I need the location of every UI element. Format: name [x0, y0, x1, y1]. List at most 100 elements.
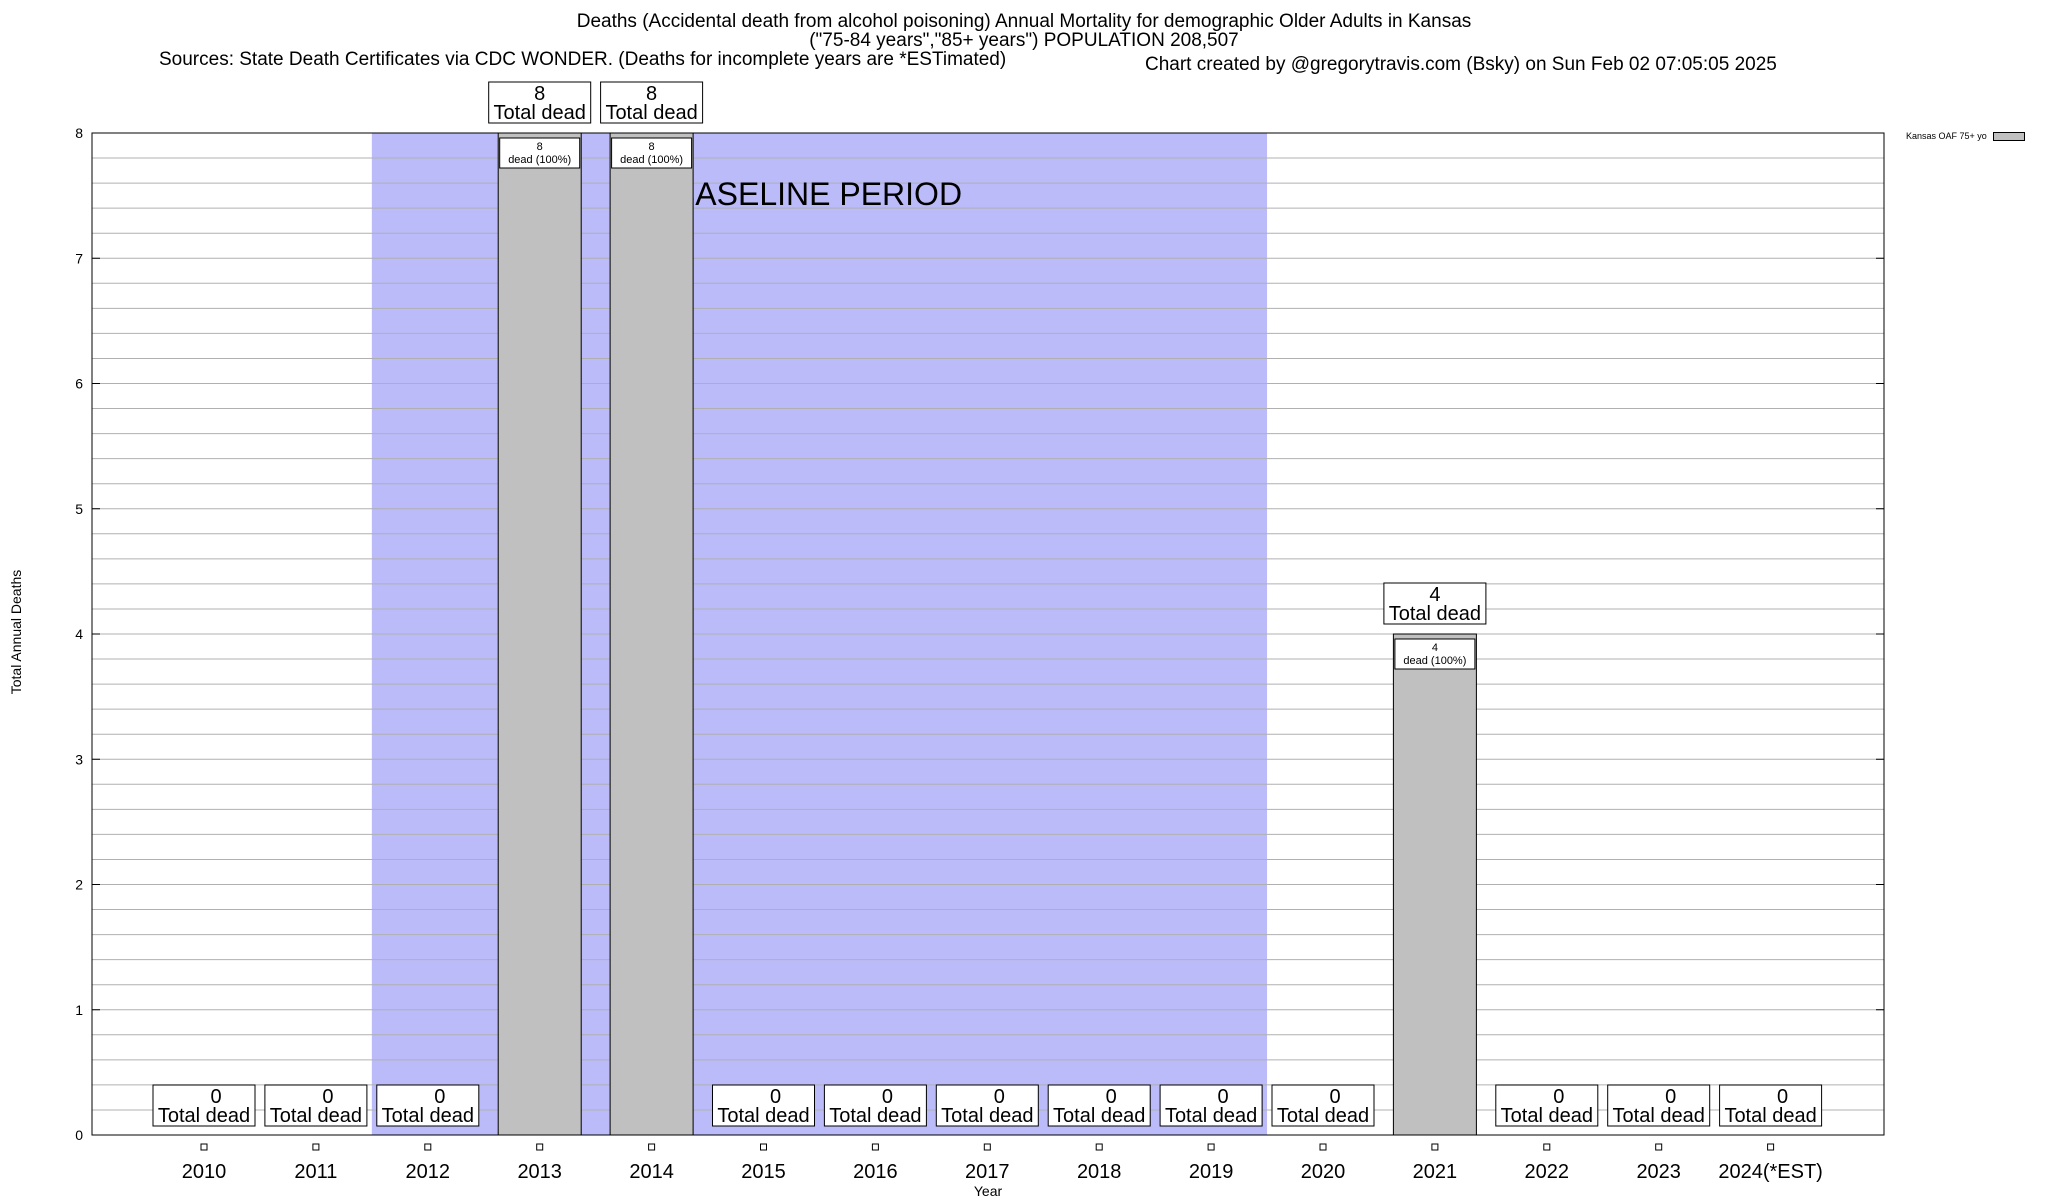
- total-value-label: 0: [994, 1086, 1005, 1108]
- total-label-box: [264, 1084, 368, 1127]
- legend-label: Kansas OAF 75+ yo: [1906, 131, 1987, 141]
- total-label-box: [1495, 1084, 1599, 1127]
- total-value-label: 0: [882, 1086, 893, 1108]
- total-dead-label: Total dead: [270, 1105, 362, 1127]
- total-value-label: 0: [434, 1086, 445, 1108]
- x-tick-marker: [1207, 1143, 1215, 1151]
- y-tick-label: 2: [75, 877, 83, 893]
- chart-title-block: Deaths (Accidental death from alcohol po…: [0, 12, 2048, 69]
- total-dead-label: Total dead: [158, 1105, 250, 1127]
- total-label-box: [600, 81, 704, 124]
- x-tick-label: 2010: [182, 1161, 227, 1183]
- y-tick-label: 0: [75, 1127, 83, 1143]
- y-tick-label: 3: [75, 751, 83, 767]
- x-tick-label: 2022: [1525, 1161, 1570, 1183]
- total-dead-label: Total dead: [382, 1105, 474, 1127]
- x-tick-marker: [312, 1143, 320, 1151]
- x-tick-marker: [1095, 1143, 1103, 1151]
- x-tick-label: 2014: [629, 1161, 674, 1183]
- total-label-box: [1607, 1084, 1711, 1127]
- total-value-label: 8: [646, 83, 657, 105]
- y-axis-label: Total Annual Deaths: [8, 569, 24, 695]
- bar-inner-label-box: [611, 137, 693, 169]
- total-value-label: 0: [1553, 1086, 1564, 1108]
- x-axis-label: Year: [973, 1183, 1003, 1199]
- x-tick-marker: [1767, 1143, 1775, 1151]
- x-tick-marker: [1543, 1143, 1551, 1151]
- legend: Kansas OAF 75+ yo: [1906, 131, 2025, 141]
- total-value-label: 0: [1106, 1086, 1117, 1108]
- total-dead-label: Total dead: [829, 1105, 921, 1127]
- total-dead-label: Total dead: [1165, 1105, 1257, 1127]
- x-tick-marker: [536, 1143, 544, 1151]
- x-tick-marker: [871, 1143, 879, 1151]
- y-tick-label: 1: [75, 1002, 83, 1018]
- chart-credit: Chart created by @gregorytravis.com (Bsk…: [1145, 54, 1777, 75]
- total-label-box: [823, 1084, 927, 1127]
- x-tick-marker: [648, 1143, 656, 1151]
- x-tick-label: 2011: [294, 1161, 337, 1183]
- bar-percent-label: dead (100%): [1403, 655, 1466, 667]
- total-label-box: [376, 1084, 480, 1127]
- total-dead-label: Total dead: [1613, 1105, 1705, 1127]
- x-tick-label: 2013: [517, 1161, 562, 1183]
- bar: [1392, 633, 1477, 1136]
- bar: [497, 132, 582, 1136]
- x-tick-label: 2012: [406, 1161, 451, 1183]
- total-label-box: [488, 81, 592, 124]
- total-dead-label: Total dead: [1389, 603, 1481, 625]
- x-tick-marker: [1655, 1143, 1663, 1151]
- x-tick-label: 2024(*EST): [1718, 1161, 1823, 1183]
- total-value-label: 0: [1218, 1086, 1229, 1108]
- total-value-label: 0: [322, 1086, 333, 1108]
- y-tick-label: 4: [75, 626, 83, 642]
- x-tick-label: 2020: [1301, 1161, 1346, 1183]
- total-dead-label: Total dead: [494, 102, 586, 124]
- total-label-box: [1719, 1084, 1823, 1127]
- x-tick-label: 2018: [1077, 1161, 1122, 1183]
- total-dead-label: Total dead: [1724, 1105, 1816, 1127]
- total-dead-label: Total dead: [941, 1105, 1033, 1127]
- x-tick-label: 2023: [1636, 1161, 1681, 1183]
- x-tick-marker: [983, 1143, 991, 1151]
- total-dead-label: Total dead: [1277, 1105, 1369, 1127]
- total-label-box: [1047, 1084, 1151, 1127]
- y-tick-label: 6: [75, 376, 83, 392]
- x-tick-marker: [424, 1143, 432, 1151]
- total-value-label: 0: [1777, 1086, 1788, 1108]
- total-value-label: 0: [1329, 1086, 1340, 1108]
- y-tick-label: 8: [75, 125, 83, 141]
- total-dead-label: Total dead: [1501, 1105, 1593, 1127]
- bar-inner-label-box: [1394, 638, 1476, 670]
- x-tick-marker: [760, 1143, 767, 1151]
- x-tick-marker: [200, 1143, 208, 1151]
- total-label-box: [152, 1084, 256, 1127]
- total-dead-label: Total dead: [1053, 1105, 1145, 1127]
- legend-swatch: [1992, 131, 2025, 141]
- bar-value-label: 4: [1432, 642, 1438, 654]
- y-tick-label: 5: [75, 501, 83, 517]
- total-value-label: 8: [534, 83, 545, 105]
- total-dead-label: Total dead: [717, 1105, 809, 1127]
- bar: [609, 132, 694, 1136]
- total-label-box: [1271, 1084, 1375, 1127]
- total-value-label: 4: [1429, 584, 1440, 606]
- total-dead-label: Total dead: [605, 102, 697, 124]
- x-tick-label: 2017: [965, 1161, 1010, 1183]
- bar-value-label: 8: [649, 141, 655, 153]
- total-label-box: [935, 1084, 1039, 1127]
- x-tick-label: 2021: [1413, 1161, 1458, 1183]
- x-tick-label: 2016: [853, 1161, 898, 1183]
- total-label-box: [1159, 1084, 1263, 1127]
- baseline-period-label: BASELINE PERIOD: [674, 176, 962, 212]
- total-value-label: 0: [1665, 1086, 1676, 1108]
- chart-sources: Sources: State Death Certificates via CD…: [159, 49, 1007, 70]
- bar-percent-label: dead (100%): [620, 154, 683, 166]
- x-tick-marker: [1319, 1143, 1327, 1151]
- total-label-box: [1383, 582, 1487, 625]
- bar-value-label: 8: [537, 141, 543, 153]
- x-tick-label: 2019: [1189, 1161, 1234, 1183]
- total-value-label: 0: [770, 1086, 781, 1108]
- total-value-label: 0: [210, 1086, 221, 1108]
